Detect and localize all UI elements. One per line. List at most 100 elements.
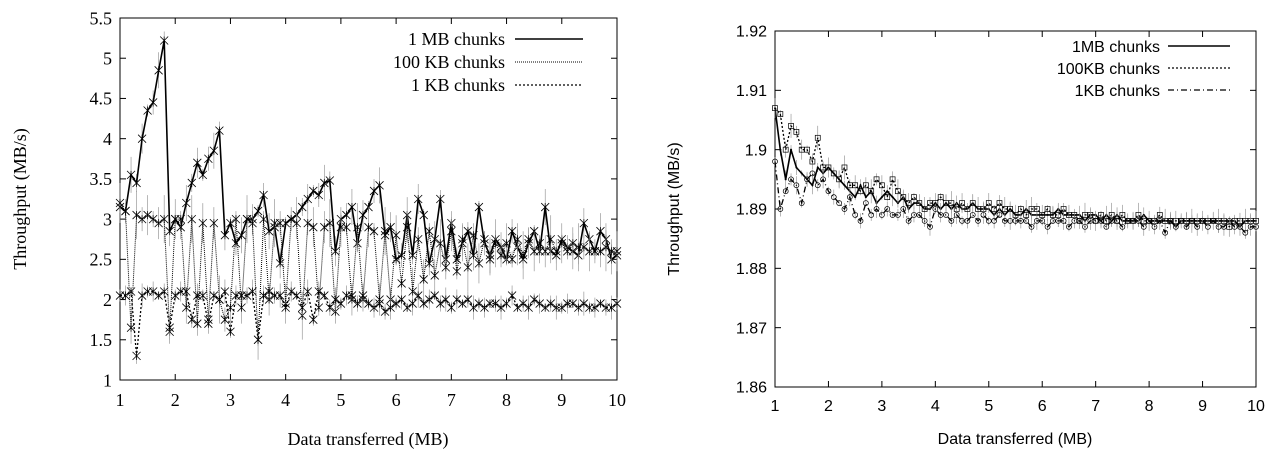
l-data-point xyxy=(491,299,500,308)
l-data-point xyxy=(308,222,318,232)
left-legend: 1 MB chunks 100 KB chunks 1 KB chunks xyxy=(393,29,583,95)
l-y-tick-label: 2.5 xyxy=(90,250,113,270)
r-data-point xyxy=(854,196,857,199)
r-data-point xyxy=(1162,218,1168,224)
r-data-point xyxy=(1082,212,1088,218)
l-data-point xyxy=(220,230,230,240)
r-data-point xyxy=(1146,218,1152,224)
r-data-point xyxy=(1142,213,1145,216)
r-data-point xyxy=(822,172,825,175)
l-data-point xyxy=(474,299,484,308)
r-data-point xyxy=(955,202,958,205)
r-data-point xyxy=(905,200,912,206)
l-data-point xyxy=(209,146,219,156)
l-data-point xyxy=(441,295,451,304)
r-data-point xyxy=(1247,223,1254,230)
r-data-point xyxy=(1057,208,1060,210)
left-x-ticks: 1 2 3 4 5 6 7 8 9 10 xyxy=(116,18,626,410)
r-data-point xyxy=(932,206,939,212)
r-data-point xyxy=(1019,213,1022,216)
l-data-point xyxy=(513,234,522,244)
l-data-point xyxy=(364,222,373,232)
r-data-point xyxy=(1215,223,1222,230)
r-x-tick-label: 2 xyxy=(824,398,833,415)
r-data-point xyxy=(953,206,960,212)
r-data-point xyxy=(788,176,794,183)
right-x-ticks: 1 2 3 4 5 6 7 8 9 10 xyxy=(771,31,1265,415)
l-data-point xyxy=(413,194,423,204)
r-data-point xyxy=(1083,219,1086,222)
r-y-tick-label: 1.92 xyxy=(736,24,767,41)
l-y-tick-label: 3 xyxy=(103,209,112,229)
l-data-point xyxy=(469,230,478,240)
l-data-point xyxy=(264,226,274,236)
l-data-point xyxy=(181,287,191,296)
r-data-point xyxy=(1078,213,1081,216)
l-data-point xyxy=(474,259,484,268)
r-data-point xyxy=(1098,218,1104,224)
r-y-tick-label: 1.9 xyxy=(745,142,767,159)
r-data-point xyxy=(1076,218,1083,224)
r-data-point xyxy=(859,184,862,187)
l-data-point xyxy=(181,198,191,208)
l-data-point xyxy=(463,226,473,236)
r-data-point xyxy=(950,208,953,210)
l-data-point xyxy=(292,218,301,228)
l-data-point xyxy=(364,299,373,308)
r-data-point xyxy=(1030,213,1033,216)
l-data-point xyxy=(259,190,268,200)
l-data-point xyxy=(143,210,152,220)
l-data-point xyxy=(375,299,384,308)
l-y-tick-label: 2 xyxy=(103,290,112,310)
r-data-point xyxy=(1135,218,1142,224)
r-data-point xyxy=(1183,218,1190,224)
l-data-point xyxy=(353,222,362,232)
l-data-point xyxy=(485,255,495,264)
l-x-tick-label: 10 xyxy=(608,390,626,410)
l-data-point xyxy=(546,299,556,308)
r-data-point xyxy=(1153,219,1156,222)
r-series-line xyxy=(774,107,1256,228)
l-data-point xyxy=(469,303,478,312)
r-data-point xyxy=(971,202,974,205)
l-data-point xyxy=(264,295,274,304)
l-data-point xyxy=(143,106,152,115)
r-data-point xyxy=(1051,213,1054,216)
r-data-point xyxy=(1244,219,1247,222)
r-y-tick-label: 1.86 xyxy=(736,380,767,397)
l-data-point xyxy=(320,291,329,300)
l-data-point xyxy=(292,291,301,300)
r-data-point xyxy=(820,164,826,171)
r-data-point xyxy=(804,146,810,153)
r-data-point xyxy=(911,212,917,218)
l-data-point xyxy=(579,299,589,308)
r-data-point xyxy=(1009,208,1012,210)
r-data-point xyxy=(1105,213,1108,216)
l-data-point xyxy=(458,234,467,244)
r-data-point xyxy=(939,208,942,210)
r-data-point xyxy=(891,196,894,199)
r-series-3 xyxy=(772,157,1259,239)
r-data-point xyxy=(1114,218,1120,224)
r-x-tick-label: 6 xyxy=(1038,398,1047,415)
l-data-point xyxy=(336,299,346,308)
l-data-point xyxy=(507,255,517,264)
r-data-point xyxy=(863,182,869,189)
r-data-point xyxy=(1237,218,1243,224)
r-data-point xyxy=(1221,218,1227,224)
r-data-point xyxy=(895,188,901,195)
r-data-point xyxy=(1201,219,1204,222)
l-x-tick-label: 4 xyxy=(281,390,290,410)
l-data-point xyxy=(408,251,417,260)
l-data-point xyxy=(480,234,489,244)
l-data-point xyxy=(513,303,522,312)
r-data-point xyxy=(1167,218,1174,224)
r-data-point xyxy=(969,212,976,218)
l-data-point xyxy=(524,234,533,244)
r-data-point xyxy=(1014,213,1017,216)
r-data-point xyxy=(889,212,896,218)
l-data-point xyxy=(325,218,335,228)
l-data-point xyxy=(353,299,362,308)
r-data-point xyxy=(1189,218,1195,224)
l-data-point xyxy=(165,226,174,236)
